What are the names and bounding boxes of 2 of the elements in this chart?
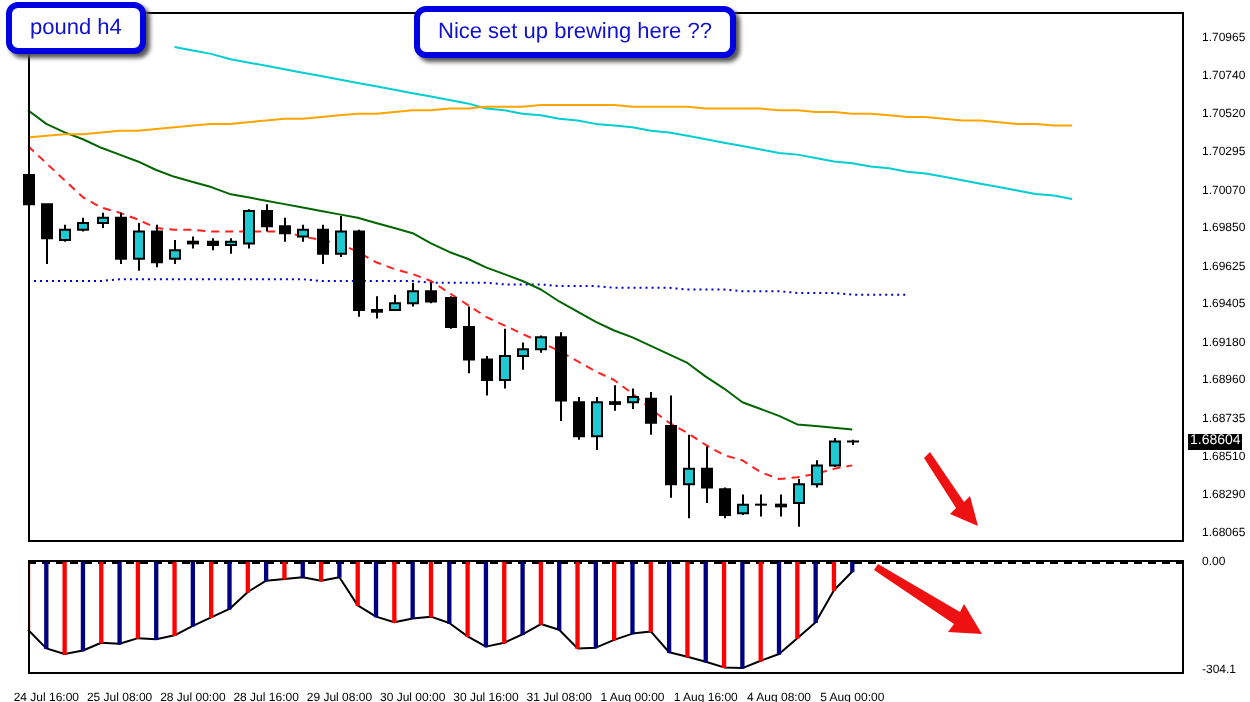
annotation: Nice set up brewing here ?? [414,6,736,58]
annotation: pound h4 [6,2,146,54]
